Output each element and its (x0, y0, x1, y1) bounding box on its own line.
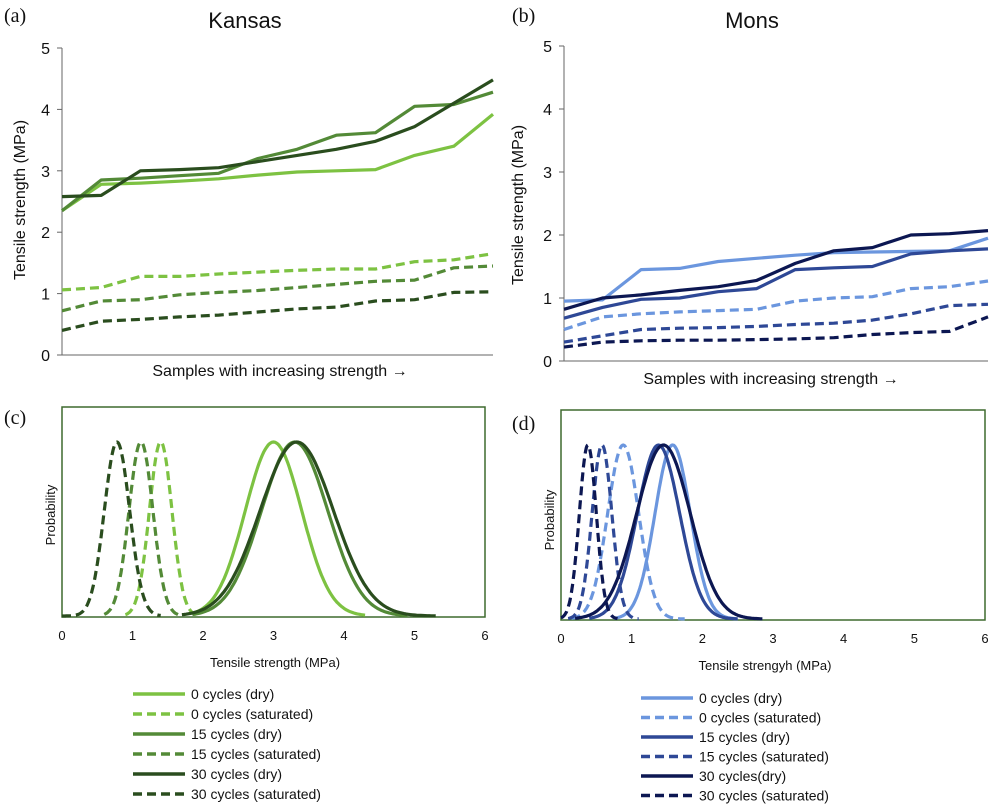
panel-b-series-15-cycles-saturated (563, 302, 989, 344)
panel-d-curve-0-cycles-saturated (570, 443, 686, 621)
panel-d-xtick-label: 6 (981, 631, 988, 646)
panel-a-letter: (a) (4, 5, 26, 27)
panel-b-ytick-label: 0 (543, 354, 552, 371)
panel-d: (d) Probability Tensile strengyh (MPa) 0… (512, 409, 989, 673)
legend-left-label-0-cycles-saturated: 0 cycles (saturated) (191, 706, 313, 722)
panel-a: (a) Kansas Tensile strength (MPa) Sample… (4, 5, 495, 380)
panel-c-xlabel: Tensile strength (MPa) (210, 655, 340, 670)
panel-d-xtick-label: 3 (769, 631, 776, 646)
panel-c-curve-15-cycles-saturated (103, 440, 180, 617)
panel-d-xtick-label: 4 (840, 631, 847, 646)
panel-a-title: Kansas (208, 8, 281, 33)
legend-left-label-30-cycles-saturated: 30 cycles (saturated) (191, 786, 321, 802)
legend-right: 0 cycles (dry) 0 cycles (saturated) 15 cyc… (641, 690, 829, 804)
panel-a-ytick-label: 1 (41, 287, 50, 304)
panel-b-ytick-label: 1 (543, 291, 552, 308)
panel-a-series-30-cycles-saturated (61, 290, 494, 332)
panel-c-xtick-label: 1 (129, 628, 136, 643)
legend-left: 0 cycles (dry) 0 cycles (saturated) 15 cyc… (133, 686, 321, 802)
panel-b-plot: 0 1 2 3 4 5 (543, 39, 989, 371)
panel-c-letter: (c) (4, 407, 26, 429)
panel-d-frame (560, 409, 986, 621)
panel-c-xtick-label: 3 (270, 628, 277, 643)
panel-c-xtick-label: 0 (58, 628, 65, 643)
legend-left-label-15-cycles-saturated: 15 cycles (saturated) (191, 746, 321, 762)
panel-c-plot: 0 1 2 3 4 5 6 (58, 440, 489, 643)
legend-right-label-30-cycles-saturated: 30 cycles (saturated) (699, 788, 829, 804)
panel-a-ytick-label: 5 (41, 41, 50, 58)
panel-a-ytick-label: 3 (41, 164, 50, 181)
panel-a-ylabel: Tensile strength (MPa) (12, 120, 29, 280)
panel-d-xtick-label: 5 (911, 631, 918, 646)
panel-b-series-15-cycles-dry (563, 247, 989, 320)
panel-d-curve-15-cycles-saturated (567, 443, 640, 621)
panel-c-ylabel: Probability (43, 484, 58, 545)
legend-left-label-0-cycles-dry: 0 cycles (dry) (191, 686, 274, 702)
legend-right-label-15-cycles-dry: 15 cycles (dry) (699, 729, 790, 745)
panel-a-series-0-cycles-dry (61, 113, 495, 213)
panel-d-xtick-label: 2 (699, 631, 706, 646)
panel-d-curve-30-cycles-dry (575, 443, 763, 621)
panel-d-letter: (d) (512, 413, 535, 435)
panel-b-xlabel: Samples with increasing strength → (643, 371, 898, 388)
panel-d-ylabel: Probability (542, 489, 557, 550)
panel-c-xtick-label: 4 (340, 628, 347, 643)
panel-a-xlabel: Samples with increasing strength → (152, 363, 407, 380)
panel-c-xtick-label: 2 (199, 628, 206, 643)
panel-c-xtick-label: 5 (411, 628, 418, 643)
panel-a-ytick-label: 2 (41, 225, 50, 242)
panel-d-plot: 0 1 2 3 4 5 6 (557, 443, 989, 646)
panel-b-ytick-label: 5 (543, 39, 552, 56)
legend-right-label-30-cycles-dry: 30 cycles(dry) (699, 768, 786, 784)
panel-d-xtick-label: 0 (557, 631, 564, 646)
panel-c-frame (61, 406, 486, 618)
panel-b-ytick-label: 2 (543, 228, 552, 245)
panel-c-xtick-label: 6 (481, 628, 488, 643)
panel-d-curve-0-cycles-dry (613, 443, 739, 621)
panel-a-series-15-cycles-saturated (61, 264, 494, 313)
panel-b-ytick-label: 4 (543, 102, 552, 119)
panel-b-ylabel: Tensile strength (MPa) (510, 125, 527, 285)
panel-c-curve-0-cycles-saturated (124, 440, 197, 617)
panel-c-curve-30-cycles-dry (181, 440, 436, 618)
panel-a-series-0-cycles-saturated (61, 252, 494, 292)
panel-a-plot: 0 1 2 3 4 5 (41, 41, 495, 365)
panel-a-ytick-label: 4 (41, 102, 50, 119)
legend-right-label-15-cycles-saturated: 15 cycles (saturated) (699, 749, 829, 765)
panel-c: (c) Probability Tensile strength (MPa) 0… (4, 406, 489, 670)
legend-right-label-0-cycles-saturated: 0 cycles (saturated) (699, 710, 821, 726)
panel-b-series-0-cycles-saturated (563, 279, 989, 332)
legend-right-label-0-cycles-dry: 0 cycles (dry) (699, 690, 782, 706)
panel-b-series-30-cycles-dry (563, 229, 989, 311)
panel-d-curve-30-cycles-saturated (559, 443, 619, 621)
panel-d-xtick-label: 1 (628, 631, 635, 646)
panel-b-ytick-label: 3 (543, 165, 552, 182)
legend-left-label-15-cycles-dry: 15 cycles (dry) (191, 726, 282, 742)
panel-b: (b) Mons Tensile strength (MPa) Samples … (510, 5, 989, 388)
panel-d-xlabel: Tensile strengyh (MPa) (699, 658, 832, 673)
panel-d-curve-15-cycles-dry (588, 443, 739, 621)
panel-a-series-15-cycles-dry (61, 90, 494, 212)
panel-c-curve-30-cycles-saturated (61, 440, 162, 618)
panel-b-letter: (b) (512, 5, 535, 27)
panel-c-curve-0-cycles-dry (195, 440, 366, 617)
legend-left-label-30-cycles-dry: 30 cycles (dry) (191, 766, 282, 782)
panel-b-series-30-cycles-saturated (563, 315, 989, 349)
panel-a-ytick-label: 0 (41, 348, 50, 365)
panel-b-title: Mons (725, 8, 779, 33)
panel-a-series-30-cycles-dry (61, 78, 494, 199)
panel-b-series-0-cycles-dry (563, 236, 989, 303)
